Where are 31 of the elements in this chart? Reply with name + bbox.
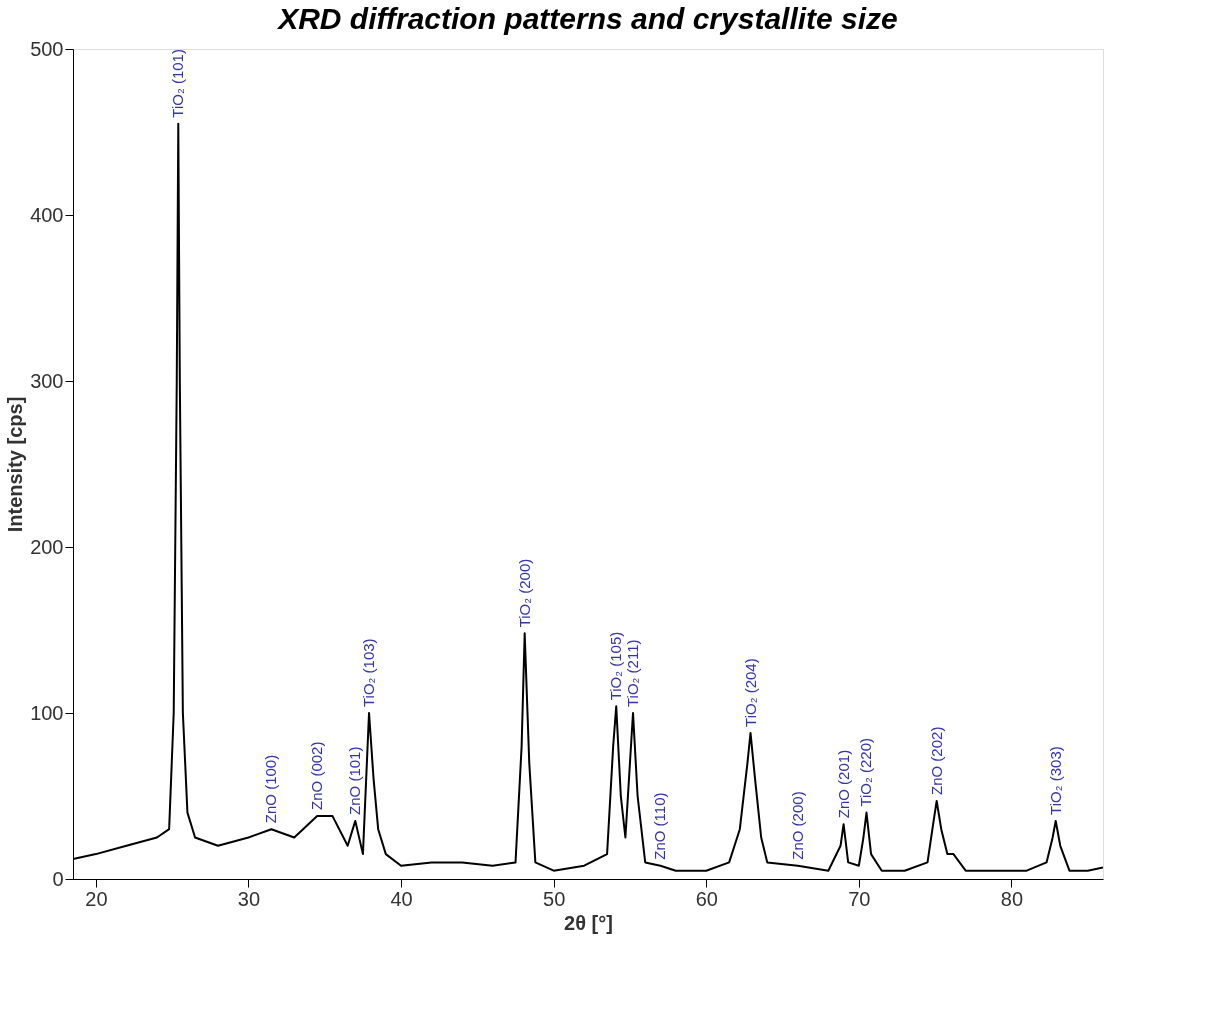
annotation: ZnO (201) [834,749,852,819]
annotation: ZnO (200) [788,791,806,860]
annotation: TiO₂ (303) [1046,746,1064,815]
x-tick-label: 30 [237,887,261,910]
chart-title: XRD diffraction patterns and crystallite size [276,2,898,35]
annotation: TiO₂ (200) [515,558,533,628]
y-tick-label: 200 [30,535,64,558]
annotation: TiO₂ (103) [360,638,378,707]
y-tick-label: 0 [52,867,64,890]
x-tick-label: 80 [1000,887,1024,910]
annotation: ZnO (002) [308,741,326,810]
x-tick-label: 60 [695,887,718,910]
y-axis-title: Intensity [cps] [4,396,27,533]
annotation: TiO₂ (220) [857,737,875,807]
y-tick-label: 400 [30,203,64,226]
y-tick-label: 300 [30,369,64,392]
y-tick-label: 500 [30,37,64,60]
annotation: TiO₂ (101) [169,49,187,118]
annotation: TiO₂ (105) [607,631,625,701]
x-tick-label: 50 [543,887,566,910]
annotation: TiO₂ (211) [624,639,642,707]
x-tick-label: 70 [848,887,871,910]
annotation: ZnO (202) [927,726,945,795]
annotation: ZnO (100) [262,754,280,824]
x-axis-title: 2θ [°] [564,911,613,934]
x-tick-label: 40 [390,887,413,910]
x-tick-label: 20 [85,887,108,910]
annotation: ZnO (101) [346,746,364,815]
annotation: ZnO (110) [651,792,669,860]
annotation: TiO₂ (204) [741,658,759,727]
y-tick-label: 100 [30,701,64,724]
